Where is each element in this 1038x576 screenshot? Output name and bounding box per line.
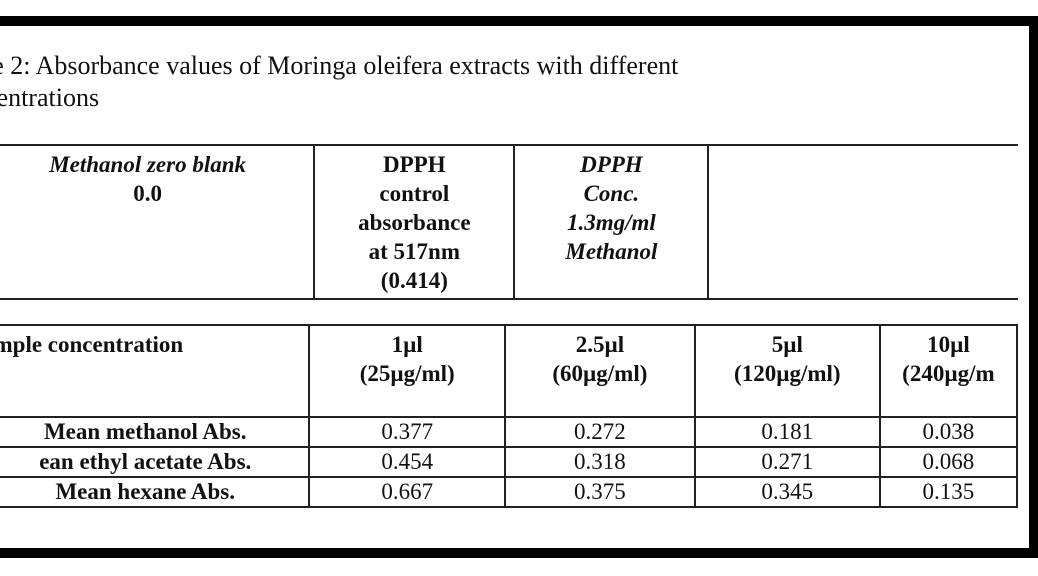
empty-cell [707, 144, 1018, 300]
column-header-volume: 1µl [391, 332, 423, 357]
dpph-control-cell: DPPH control absorbance at 517nm (0.414) [313, 144, 516, 300]
table-row: ean ethyl acetate Abs. 0.454 0.318 0.271… [0, 446, 1019, 478]
sample-concentration-label: ample concentration [0, 332, 184, 357]
table-cell: 0.345 [693, 476, 881, 508]
dpph-conc-line: Conc. [583, 181, 640, 206]
row-label: Mean hexane Abs. [0, 476, 311, 508]
column-header-conc: (25µg/ml) [359, 361, 455, 386]
dpph-conc-line: Methanol [565, 239, 658, 264]
table-cell: 0.068 [878, 446, 1019, 478]
bottom-table: ample concentration 1µl (25µg/ml) 2.5µl … [0, 324, 1019, 508]
table-cell: 0.667 [308, 476, 506, 508]
caption-line-2: ncentrations [0, 83, 100, 112]
table-cell: 0.135 [878, 476, 1019, 508]
column-header: 10µl (240µg/m [878, 324, 1019, 418]
dpph-conc-cell: DPPH Conc. 1.3mg/ml Methanol [513, 144, 710, 300]
right-border-bar [1029, 26, 1038, 548]
row-label: ean ethyl acetate Abs. [0, 446, 311, 478]
methanol-blank-label: Methanol zero blank [49, 152, 247, 177]
header-row: ample concentration 1µl (25µg/ml) 2.5µl … [0, 324, 1019, 418]
caption-line-1: ble 2: Absorbance values of Moringa olei… [0, 51, 679, 80]
table-cell: 0.454 [308, 446, 506, 478]
methanol-blank-cell: Methanol zero blank 0.0 [0, 144, 316, 300]
table-caption: ble 2: Absorbance values of Moringa olei… [0, 50, 952, 114]
dpph-control-line: (0.414) [380, 268, 448, 293]
table-row: Mean hexane Abs. 0.667 0.375 0.345 0.135 [0, 476, 1019, 508]
column-header-conc: (60µg/ml) [552, 361, 648, 386]
top-border-bar [0, 16, 1038, 26]
column-header-conc: (120µg/ml) [734, 361, 841, 386]
table-cell: 0.181 [693, 416, 881, 448]
table-cell: 0.272 [503, 416, 696, 448]
table-row: Mean methanol Abs. 0.377 0.272 0.181 0.0… [0, 416, 1019, 448]
table-cell: 0.271 [693, 446, 881, 478]
bottom-border-bar [0, 548, 1038, 558]
row-label: Mean methanol Abs. [0, 416, 311, 448]
column-header: 2.5µl (60µg/ml) [503, 324, 696, 418]
column-header-conc: (240µg/m [902, 361, 995, 386]
table-cell: 0.375 [503, 476, 696, 508]
top-table: Methanol zero blank 0.0 DPPH control abs… [0, 144, 1018, 300]
dpph-control-line: control [379, 181, 450, 206]
table-cell: 0.318 [503, 446, 696, 478]
column-header-volume: 5µl [771, 332, 803, 357]
column-header-volume: 2.5µl [575, 332, 625, 357]
dpph-control-line: absorbance [358, 210, 471, 235]
table-cell: 0.377 [308, 416, 506, 448]
dpph-control-line: at 517nm [368, 239, 461, 264]
dpph-conc-line: DPPH [580, 152, 643, 177]
dpph-conc-line: 1.3mg/ml [566, 210, 656, 235]
sample-concentration-header: ample concentration [0, 324, 311, 418]
table-cell: 0.038 [878, 416, 1019, 448]
methanol-blank-value: 0.0 [133, 181, 162, 206]
column-header-volume: 10µl [927, 332, 970, 357]
column-header: 1µl (25µg/ml) [308, 324, 506, 418]
dpph-control-line: DPPH [383, 152, 446, 177]
top-table-row: Methanol zero blank 0.0 DPPH control abs… [0, 144, 1018, 300]
column-header: 5µl (120µg/ml) [693, 324, 881, 418]
